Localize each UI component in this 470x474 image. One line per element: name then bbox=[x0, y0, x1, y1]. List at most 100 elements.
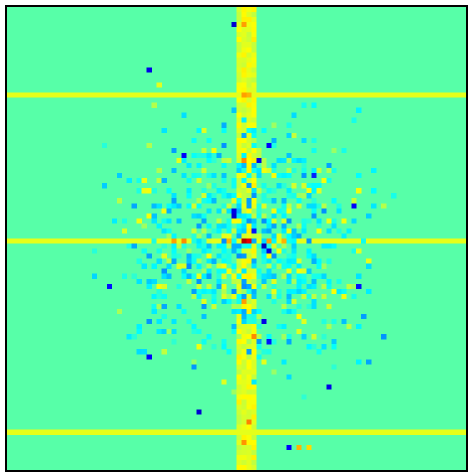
heatmap-cell bbox=[251, 379, 257, 385]
heatmap-cell bbox=[296, 157, 302, 164]
heatmap-cell bbox=[246, 142, 252, 149]
heatmap-cell bbox=[246, 394, 252, 400]
heatmap-cell bbox=[171, 329, 177, 335]
heatmap-cell bbox=[241, 374, 247, 380]
heatmap-cell bbox=[276, 293, 282, 299]
heatmap-cell bbox=[221, 142, 227, 149]
heatmap-cell bbox=[251, 404, 257, 410]
heatmap-cell bbox=[316, 183, 322, 189]
heatmap-cell bbox=[251, 152, 257, 159]
heatmap-cell bbox=[246, 288, 252, 294]
heatmap-cell bbox=[131, 429, 137, 435]
heatmap-cell bbox=[286, 188, 292, 194]
heatmap-cell bbox=[241, 183, 247, 189]
heatmap-cell bbox=[151, 188, 157, 194]
heatmap-cell bbox=[106, 238, 112, 244]
heatmap-cell bbox=[236, 87, 242, 93]
heatmap-cell bbox=[241, 22, 247, 28]
heatmap-cell bbox=[196, 198, 202, 204]
heatmap-cell bbox=[136, 188, 142, 194]
heatmap-cell bbox=[116, 92, 122, 98]
heatmap-cell bbox=[221, 288, 227, 294]
heatmap-cell bbox=[246, 157, 252, 164]
heatmap-cell bbox=[251, 364, 257, 370]
heatmap-cell bbox=[251, 273, 257, 279]
heatmap-cell bbox=[251, 147, 257, 154]
heatmap-cell bbox=[241, 424, 247, 430]
heatmap-cell bbox=[141, 349, 147, 355]
heatmap-cell bbox=[161, 429, 167, 435]
heatmap-cell bbox=[406, 238, 412, 244]
heatmap-cell bbox=[241, 62, 247, 68]
heatmap-cell bbox=[7, 429, 13, 435]
heatmap-cell bbox=[41, 429, 48, 435]
heatmap-cell bbox=[256, 308, 262, 315]
heatmap-cell bbox=[311, 238, 317, 244]
heatmap-cell bbox=[181, 243, 187, 249]
heatmap-cell bbox=[231, 329, 237, 335]
heatmap-cell bbox=[246, 77, 252, 83]
heatmap-cell bbox=[246, 429, 252, 435]
heatmap-cell bbox=[261, 243, 267, 249]
heatmap-cell bbox=[196, 92, 202, 98]
heatmap-cell bbox=[301, 218, 307, 224]
heatmap-cell bbox=[401, 238, 407, 244]
heatmap-cell bbox=[241, 288, 247, 294]
heatmap-cell bbox=[241, 142, 247, 149]
heatmap-cell bbox=[341, 293, 347, 299]
heatmap-cell bbox=[131, 273, 137, 279]
heatmap-cell bbox=[226, 258, 232, 264]
heatmap-cell bbox=[356, 173, 362, 179]
heatmap-cell bbox=[231, 303, 237, 310]
heatmap-cell bbox=[246, 238, 252, 244]
heatmap-cell bbox=[236, 168, 242, 174]
heatmap-cell bbox=[181, 157, 187, 164]
heatmap-cell bbox=[271, 243, 277, 249]
heatmap-cell bbox=[246, 248, 252, 254]
heatmap-cell bbox=[246, 218, 252, 224]
heatmap-cell bbox=[241, 293, 247, 299]
heatmap-cell bbox=[216, 152, 222, 159]
heatmap-cell bbox=[151, 293, 157, 299]
heatmap-cell bbox=[286, 444, 292, 450]
heatmap-cell bbox=[221, 344, 227, 350]
heatmap-cell bbox=[286, 288, 292, 294]
heatmap-cell bbox=[196, 429, 202, 435]
heatmap-cell bbox=[241, 334, 247, 340]
heatmap-cell bbox=[241, 127, 247, 133]
heatmap-cell bbox=[236, 127, 242, 133]
heatmap-cell bbox=[246, 57, 252, 63]
heatmap-cell bbox=[246, 389, 252, 395]
heatmap-cell bbox=[236, 384, 242, 390]
heatmap-cell bbox=[311, 188, 317, 194]
heatmap-cell bbox=[241, 329, 247, 335]
heatmap-cell bbox=[266, 218, 272, 224]
heatmap-cell bbox=[256, 168, 262, 174]
heatmap-cell bbox=[191, 288, 197, 294]
heatmap-cell bbox=[316, 228, 322, 234]
heatmap-cell bbox=[206, 258, 212, 264]
heatmap-cell bbox=[251, 459, 257, 466]
heatmap-cell bbox=[246, 223, 252, 229]
heatmap-cell bbox=[166, 228, 172, 234]
heatmap-cell bbox=[416, 92, 422, 98]
heatmap-cell bbox=[271, 223, 277, 229]
heatmap-cell bbox=[226, 157, 232, 164]
heatmap-cell bbox=[296, 288, 302, 294]
heatmap-cell bbox=[261, 163, 267, 169]
heatmap-cell bbox=[316, 349, 322, 355]
heatmap-cell bbox=[251, 32, 257, 38]
heatmap-cell bbox=[311, 213, 317, 219]
heatmap-cell bbox=[231, 288, 237, 294]
heatmap-cell bbox=[136, 238, 142, 244]
heatmap-cell bbox=[426, 238, 432, 244]
heatmap-cell bbox=[241, 384, 247, 390]
heatmap-cell bbox=[31, 92, 38, 98]
heatmap-cell bbox=[206, 183, 212, 189]
heatmap-cell bbox=[251, 278, 257, 284]
heatmap-cell bbox=[331, 198, 337, 204]
heatmap-cell bbox=[51, 238, 57, 244]
heatmap-cell bbox=[256, 203, 262, 209]
heatmap-cell bbox=[286, 278, 292, 284]
heatmap-cell bbox=[246, 102, 252, 108]
